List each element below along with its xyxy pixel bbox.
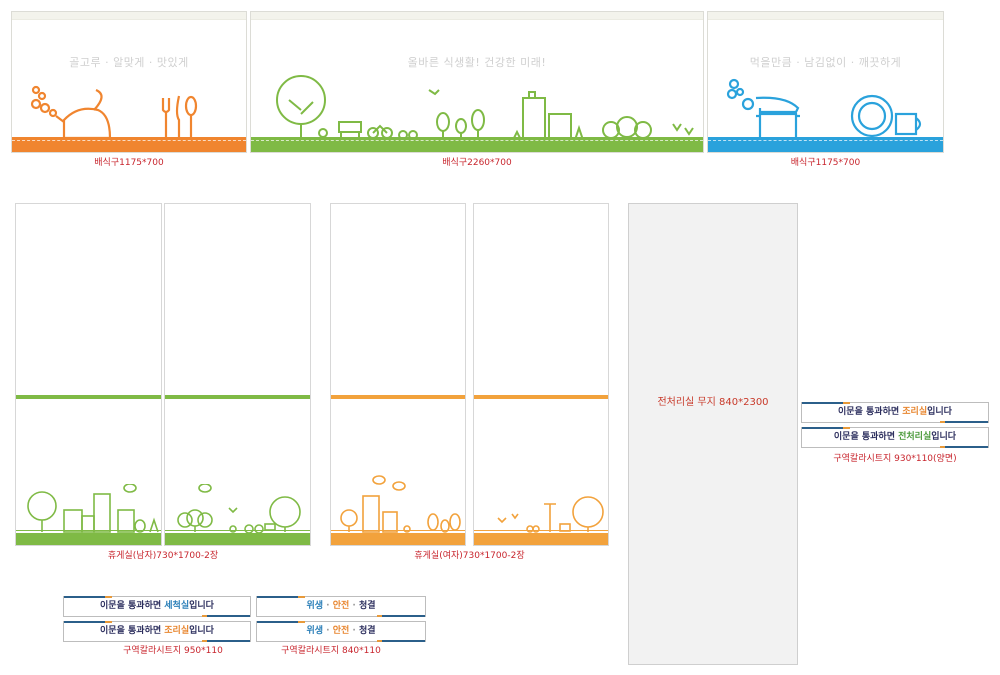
separator: · <box>323 601 333 611</box>
ground-line <box>331 530 465 531</box>
caption: 휴게실(여자)730*1700-2장 <box>414 551 525 561</box>
slogan: 먹을만큼 · 남김없이 · 깨끗하게 <box>749 56 902 69</box>
banner-text: 이문을 통과하면 <box>100 601 165 611</box>
color-line <box>331 395 465 399</box>
ground-line <box>474 530 608 531</box>
park-scene-icon <box>497 496 604 533</box>
color-strip <box>708 137 943 152</box>
color-strip <box>16 533 161 545</box>
banner-word: 청결 <box>358 626 376 636</box>
banner-highlight: 조리실 <box>164 626 190 636</box>
banner-word: 안전 <box>332 601 350 611</box>
banner-text: 입니다 <box>189 626 214 636</box>
caption: 휴게실(남자)730*1700-2장 <box>107 551 219 561</box>
banner-word: 위생 <box>306 626 324 636</box>
ground-line <box>165 530 310 531</box>
serving-panel-2: 올바른 식생활! 건강한 미래! <box>250 11 704 153</box>
banner-highlight: 세척실 <box>164 601 190 611</box>
serving-panel-3: 먹을만큼 · 남김없이 · 깨끗하게 <box>707 11 944 153</box>
hygiene-banner: 위생 · 안전 · 청결 <box>256 596 426 617</box>
serving-panel-1: 골고루 · 알맞게 · 맛있게 <box>11 11 247 153</box>
top-band <box>708 12 943 20</box>
caption: 전처리실 무지 840*2300 <box>657 397 769 408</box>
banner-word: 안전 <box>332 626 350 636</box>
banner-text: 입니다 <box>189 601 214 611</box>
restroom-women-panel-2 <box>473 203 609 546</box>
banner-text: 이문을 통과하면 <box>833 432 899 442</box>
restroom-men-panel-2 <box>164 203 311 546</box>
teapot-icon <box>30 85 112 140</box>
banner-word: 위생 <box>306 601 324 611</box>
slogan: 올바른 식생활! 건강한 미래! <box>407 56 547 69</box>
caption: 배식구1175*700 <box>94 158 164 168</box>
restroom-men-panel-1 <box>15 203 162 546</box>
color-line <box>165 395 310 399</box>
slogan: 골고루 · 알맞게 · 맛있게 <box>69 56 189 69</box>
color-line <box>474 395 608 399</box>
banner-text: 이문을 통과하면 <box>100 626 165 636</box>
caption: 배식구1175*700 <box>790 158 861 168</box>
plate-cup-icon <box>850 94 922 138</box>
zone-banner: 이문을 통과하면 조리실입니다 <box>801 402 989 423</box>
top-band <box>12 12 246 20</box>
city-scene-icon <box>27 484 159 533</box>
banner-text: 입니다 <box>931 432 957 442</box>
ground-line <box>16 530 161 531</box>
banner-word: 청결 <box>358 601 376 611</box>
caption: 구역칼라시트지 930*110(양면) <box>833 454 957 464</box>
prep-room-panel: 전처리실 무지 840*2300 <box>628 203 798 665</box>
park-scene-icon <box>177 484 301 534</box>
caption: 배식구2260*700 <box>442 158 512 168</box>
zone-banner: 이문을 통과하면 조리실입니다 <box>63 621 251 642</box>
banner-highlight: 전처리실 <box>898 432 932 442</box>
separator: · <box>323 626 333 636</box>
top-band <box>251 12 703 20</box>
color-line <box>16 395 161 399</box>
color-strip <box>331 533 465 545</box>
color-strip <box>474 533 608 545</box>
pot-icon <box>726 78 800 140</box>
city-scene-icon <box>340 475 461 533</box>
separator: · <box>349 626 359 636</box>
banner-text: 입니다 <box>927 407 952 417</box>
separator: · <box>349 601 359 611</box>
caption: 구역칼라시트지 840*110 <box>281 646 381 656</box>
color-strip <box>251 137 703 152</box>
banner-text: 이문을 통과하면 <box>838 407 903 417</box>
banner-highlight: 조리실 <box>902 407 928 417</box>
zone-banner: 이문을 통과하면 세척실입니다 <box>63 596 251 617</box>
caption: 구역칼라시트지 950*110 <box>123 646 223 656</box>
hygiene-banner: 위생 · 안전 · 청결 <box>256 621 426 642</box>
color-strip <box>165 533 310 545</box>
restroom-women-panel-1 <box>330 203 466 546</box>
zone-banner: 이문을 통과하면 전처리실입니다 <box>801 427 989 448</box>
park-scene-icon <box>276 75 694 140</box>
color-strip <box>12 137 246 152</box>
